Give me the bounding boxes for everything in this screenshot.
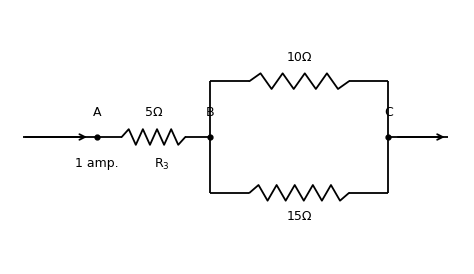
Text: 15Ω: 15Ω [286, 210, 312, 224]
Text: B: B [206, 106, 215, 119]
Text: R$_3$: R$_3$ [154, 157, 169, 172]
Text: 1 amp.: 1 amp. [75, 157, 118, 170]
Text: A: A [92, 106, 101, 119]
Text: 10Ω: 10Ω [286, 50, 312, 64]
Text: 5Ω: 5Ω [145, 106, 162, 119]
Text: C: C [384, 106, 392, 119]
